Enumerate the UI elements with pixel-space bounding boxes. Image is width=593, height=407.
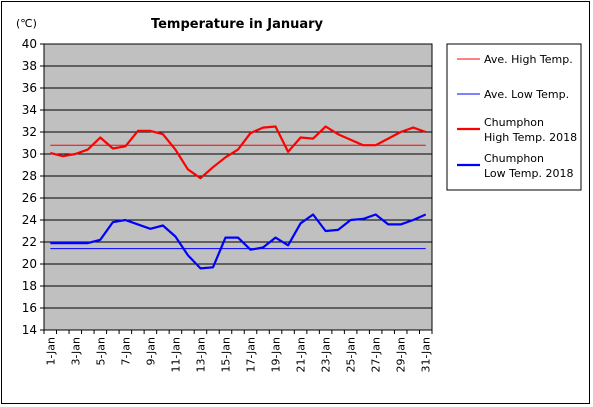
- x-tick-label: 17-Jan: [245, 337, 258, 373]
- x-tick-label: 27-Jan: [370, 337, 383, 373]
- series-line-3: [50, 125, 427, 180]
- legend: Ave. High Temp. Ave. Low Temp. Chumphon Hig…: [446, 43, 582, 191]
- y-tick-label: 16: [22, 301, 37, 315]
- legend-label-3: High Temp. 2018: [484, 131, 577, 144]
- y-axis-ticks: 14 16 18 20 22 24 26 28 30 32 34 36 38 40: [22, 37, 44, 337]
- chart-title: Temperature in January: [151, 17, 324, 32]
- x-tick-label: 5-Jan: [94, 337, 107, 366]
- y-tick-label: 14: [22, 323, 37, 337]
- y-tick-label: 32: [22, 125, 37, 139]
- x-tick-label: 11-Jan: [169, 337, 182, 373]
- x-tick-label: 29-Jan: [395, 337, 408, 373]
- x-tick-label: 21-Jan: [295, 337, 308, 373]
- x-tick-label: 7-Jan: [119, 337, 132, 366]
- x-tick-label: 3-Jan: [69, 337, 82, 366]
- x-axis-ticks: 1-Jan 3-Jan 5-Jan 7-Jan 9-Jan 11-Jan 13-Jan 15-…: [43, 330, 433, 373]
- series-group: [50, 125, 427, 270]
- legend-label-1: Ave. High Temp.: [484, 53, 573, 66]
- x-tick-label: 31-Jan: [420, 337, 433, 373]
- unit-label: (℃): [16, 17, 37, 30]
- legend-label-2: Ave. Low Temp.: [484, 88, 569, 101]
- y-tick-label: 22: [22, 235, 37, 249]
- legend-label-3: Chumphon: [484, 116, 544, 129]
- y-tick-label: 30: [22, 147, 37, 161]
- x-tick-label: 15-Jan: [219, 337, 232, 373]
- grid-lines: [44, 43, 432, 331]
- y-tick-label: 36: [22, 81, 37, 95]
- y-tick-label: 38: [22, 59, 37, 73]
- legend-label-4: Chumphon: [484, 152, 544, 165]
- x-tick-label: 23-Jan: [320, 337, 333, 373]
- x-tick-label: 19-Jan: [270, 337, 283, 373]
- y-tick-label: 28: [22, 169, 37, 183]
- x-tick-label: 25-Jan: [345, 337, 358, 373]
- y-tick-label: 26: [22, 191, 37, 205]
- series-line-4: [50, 213, 427, 270]
- y-tick-label: 40: [22, 37, 37, 51]
- y-tick-label: 34: [22, 103, 37, 117]
- x-tick-label: 13-Jan: [194, 337, 207, 373]
- x-tick-label: 1-Jan: [44, 337, 57, 366]
- y-tick-label: 18: [22, 279, 37, 293]
- y-tick-label: 24: [22, 213, 37, 227]
- legend-label-4: Low Temp. 2018: [484, 167, 573, 180]
- x-tick-label: 9-Jan: [144, 337, 157, 366]
- y-tick-label: 20: [22, 257, 37, 271]
- plot-area: [43, 43, 433, 331]
